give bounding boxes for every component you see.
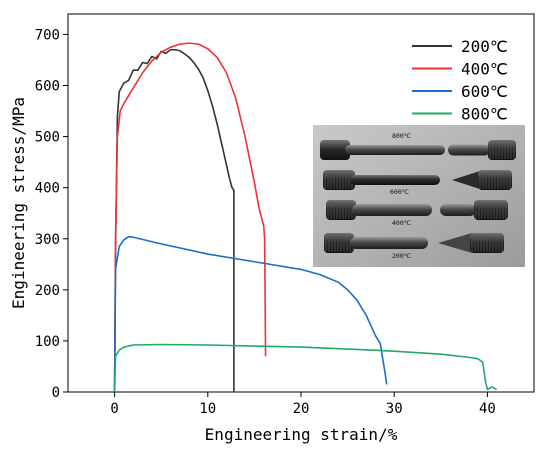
specimen-head	[326, 200, 356, 220]
specimen-rod	[350, 237, 428, 249]
specimens	[320, 140, 516, 253]
series-line-800	[113, 343, 498, 393]
x-tick-label: 10	[199, 401, 216, 417]
y-tick-label: 600	[35, 79, 60, 95]
specimen-head	[320, 140, 350, 160]
specimen-rod	[352, 204, 432, 216]
x-tick-label: 40	[479, 401, 496, 417]
legend-label: 800℃	[461, 105, 508, 124]
x-tick-label: 30	[386, 401, 403, 417]
specimen-rod	[438, 233, 472, 253]
legend-label: 400℃	[461, 60, 508, 79]
specimen-label-200: 200℃	[392, 252, 412, 260]
y-tick-label: 100	[35, 334, 60, 350]
specimen-photo: 800℃ 600℃ 400℃ 200℃	[313, 125, 525, 267]
y-tick-label: 0	[52, 385, 60, 401]
specimen-rod	[448, 144, 490, 156]
specimen-rod	[452, 171, 480, 189]
y-tick-label: 400	[35, 181, 60, 197]
y-tick-label: 300	[35, 232, 60, 248]
specimen-head	[324, 233, 354, 253]
legend-label: 600℃	[461, 82, 508, 101]
legend-label: 200℃	[461, 37, 508, 56]
specimen-rod	[345, 145, 445, 155]
specimen-label-400: 400℃	[392, 219, 412, 227]
y-tick-label: 200	[35, 283, 60, 299]
series-layer	[113, 42, 498, 393]
specimen-label-800: 800℃	[392, 132, 412, 140]
series-line-400	[113, 42, 267, 393]
x-tick-label: 0	[110, 401, 118, 417]
specimen-rod	[440, 204, 476, 216]
series-line-200	[113, 48, 235, 393]
y-tick-label: 500	[35, 130, 60, 146]
specimen-rod	[350, 175, 440, 185]
x-axis-label: Engineering strain/%	[205, 425, 398, 444]
x-tick-label: 20	[293, 401, 310, 417]
series-line-600	[113, 235, 388, 393]
legend: 200℃ 400℃ 600℃ 800℃	[412, 37, 508, 124]
y-axis-label: Engineering stress/MPa	[9, 97, 28, 309]
y-tick-label: 700	[35, 27, 60, 43]
specimen-label-600: 600℃	[390, 188, 410, 196]
